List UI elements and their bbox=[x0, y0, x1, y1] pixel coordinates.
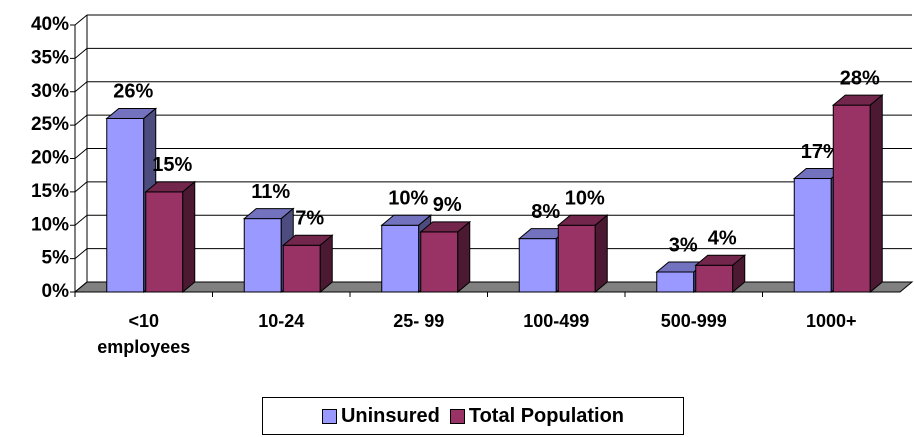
bar-side bbox=[732, 254, 746, 294]
legend-label: Uninsured bbox=[340, 404, 440, 427]
value-label: 9% bbox=[433, 194, 462, 216]
bar bbox=[144, 180, 197, 294]
value-label: 8% bbox=[531, 201, 560, 223]
bar bbox=[419, 220, 472, 294]
value-label: 10% bbox=[565, 188, 605, 210]
bar-side bbox=[319, 234, 333, 294]
grid-depth bbox=[74, 114, 88, 126]
legend: Uninsured Total Population bbox=[262, 397, 684, 435]
x-tick-label: 100-499 bbox=[523, 311, 590, 331]
floor bbox=[73, 281, 914, 293]
y-tick-label: 40% bbox=[31, 14, 69, 35]
bar-front bbox=[656, 271, 695, 293]
bar bbox=[694, 254, 747, 294]
bar-front bbox=[282, 244, 321, 293]
value-label: 10% bbox=[388, 188, 428, 210]
legend-label: Total Population bbox=[468, 404, 625, 427]
grid-depth bbox=[74, 181, 88, 193]
y-tick-label: 20% bbox=[31, 148, 69, 169]
bar-front bbox=[243, 218, 282, 293]
x-tick-label: 10-24 bbox=[258, 311, 305, 331]
bar-front bbox=[518, 238, 557, 293]
value-label: 17% bbox=[801, 141, 841, 163]
bar-front bbox=[695, 264, 734, 293]
bar bbox=[831, 94, 884, 294]
bar-side bbox=[457, 220, 471, 294]
grid-depth bbox=[74, 81, 88, 93]
legend-swatch bbox=[449, 408, 465, 424]
bar-front bbox=[106, 117, 145, 293]
bar-front bbox=[832, 104, 871, 293]
value-label: 26% bbox=[113, 81, 153, 103]
value-label: 3% bbox=[669, 234, 698, 256]
x-tick-label: 25- 99 bbox=[393, 311, 445, 331]
legend-item: Uninsured bbox=[321, 404, 440, 428]
value-label: 15% bbox=[152, 154, 192, 176]
x-tick-label: 500-999 bbox=[660, 311, 727, 331]
bar-front bbox=[557, 224, 596, 293]
y-tick-label: 30% bbox=[31, 81, 69, 102]
bar-side bbox=[594, 214, 608, 294]
y-tick-label: 10% bbox=[31, 214, 69, 235]
y-tick-label: 15% bbox=[31, 181, 69, 202]
y-tick-label: 5% bbox=[42, 248, 70, 269]
bar-front bbox=[420, 231, 459, 293]
grid-depth bbox=[74, 14, 88, 26]
grid-depth bbox=[74, 248, 88, 260]
y-tick-label: 0% bbox=[42, 281, 70, 302]
bar-front bbox=[145, 191, 184, 293]
value-label: 28% bbox=[840, 67, 880, 89]
grid-depth bbox=[74, 47, 88, 59]
x-tick-label: <10 employees bbox=[97, 311, 191, 357]
bar-side bbox=[182, 180, 196, 294]
value-label: 11% bbox=[251, 181, 290, 203]
legend-swatch bbox=[321, 408, 337, 424]
y-tick-label: 25% bbox=[31, 114, 69, 135]
legend-item: Total Population bbox=[449, 404, 625, 428]
bar bbox=[281, 234, 334, 294]
grid-depth bbox=[74, 148, 88, 159]
value-label: 4% bbox=[708, 228, 737, 250]
grid-depth bbox=[74, 281, 88, 293]
bar-side bbox=[869, 94, 883, 294]
bar-front bbox=[381, 224, 420, 293]
bar bbox=[556, 214, 609, 294]
grid-depth bbox=[74, 214, 88, 226]
bar-front bbox=[793, 178, 832, 293]
y-tick-label: 35% bbox=[31, 47, 69, 68]
x-tick-label: 1000+ bbox=[805, 311, 857, 331]
value-label: 7% bbox=[295, 208, 324, 230]
